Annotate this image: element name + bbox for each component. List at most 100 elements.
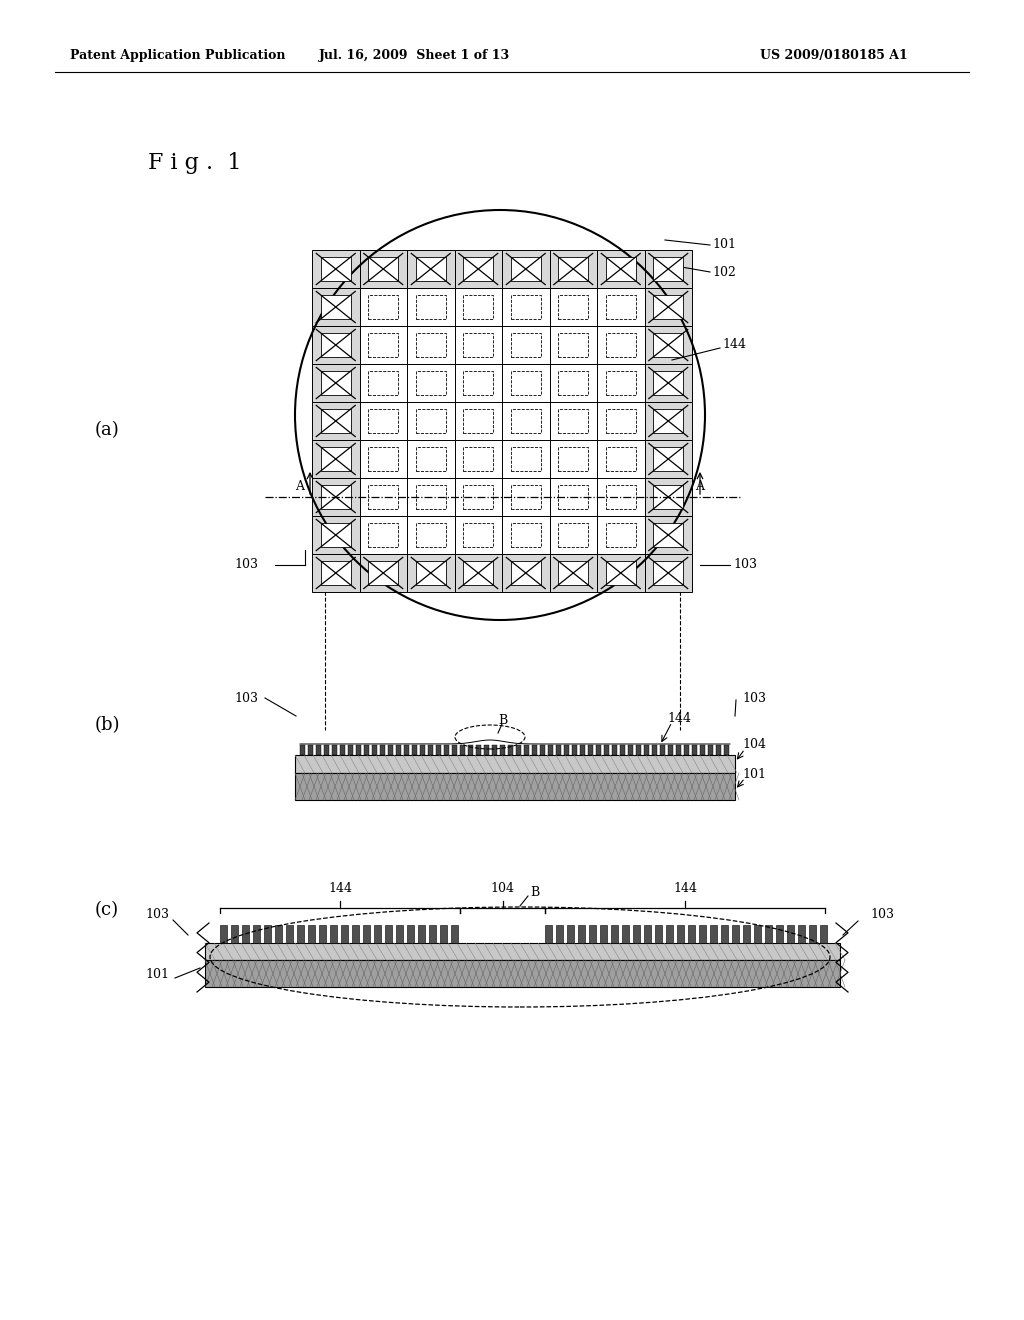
Bar bbox=[368, 257, 398, 281]
Bar bbox=[455, 249, 502, 288]
Bar bbox=[636, 744, 641, 755]
Bar bbox=[508, 744, 513, 755]
Bar bbox=[321, 447, 351, 471]
Bar bbox=[644, 516, 692, 554]
Bar bbox=[455, 403, 502, 440]
Bar bbox=[524, 744, 529, 755]
Bar bbox=[809, 925, 816, 942]
Bar bbox=[653, 333, 683, 358]
Bar bbox=[295, 774, 735, 800]
Bar bbox=[492, 744, 497, 755]
Bar bbox=[644, 440, 692, 478]
Bar bbox=[653, 523, 683, 548]
Bar bbox=[407, 326, 455, 364]
Bar bbox=[502, 478, 550, 516]
Bar bbox=[628, 744, 633, 755]
Text: 103: 103 bbox=[234, 692, 258, 705]
Bar bbox=[372, 744, 377, 755]
Bar bbox=[416, 523, 445, 548]
Bar bbox=[776, 925, 783, 942]
Bar bbox=[312, 478, 359, 516]
Bar bbox=[455, 326, 502, 364]
Bar bbox=[455, 478, 502, 516]
Bar bbox=[556, 925, 563, 942]
Bar bbox=[321, 484, 351, 510]
Bar bbox=[420, 744, 425, 755]
Bar bbox=[416, 333, 445, 358]
Bar bbox=[444, 744, 449, 755]
Bar bbox=[368, 447, 398, 471]
Bar bbox=[455, 288, 502, 326]
Bar bbox=[633, 925, 640, 942]
Bar bbox=[455, 554, 502, 591]
Text: 103: 103 bbox=[733, 558, 757, 572]
Bar bbox=[451, 925, 458, 942]
Bar bbox=[567, 925, 574, 942]
Bar bbox=[511, 523, 541, 548]
Text: (c): (c) bbox=[95, 902, 119, 919]
Bar bbox=[558, 561, 589, 585]
Bar bbox=[321, 409, 351, 433]
Bar bbox=[463, 294, 494, 319]
Bar bbox=[364, 744, 369, 755]
Bar bbox=[368, 523, 398, 548]
Bar bbox=[300, 744, 305, 755]
Bar bbox=[666, 925, 673, 942]
Bar bbox=[359, 554, 407, 591]
Bar bbox=[416, 257, 445, 281]
Bar bbox=[511, 333, 541, 358]
Bar bbox=[416, 371, 445, 395]
Bar bbox=[321, 257, 351, 281]
Bar bbox=[511, 294, 541, 319]
Bar bbox=[502, 249, 550, 288]
Bar bbox=[604, 744, 609, 755]
Bar bbox=[597, 364, 644, 403]
Bar bbox=[692, 744, 697, 755]
Bar bbox=[550, 403, 597, 440]
Bar bbox=[578, 925, 585, 942]
Bar bbox=[532, 744, 537, 755]
Bar bbox=[321, 371, 351, 395]
Bar bbox=[676, 744, 681, 755]
Bar bbox=[368, 561, 398, 585]
Bar bbox=[463, 257, 494, 281]
Bar bbox=[332, 744, 337, 755]
Bar bbox=[359, 288, 407, 326]
Bar bbox=[407, 364, 455, 403]
Bar bbox=[558, 409, 589, 433]
Bar bbox=[688, 925, 695, 942]
Bar bbox=[463, 523, 494, 548]
Bar bbox=[484, 744, 489, 755]
Bar bbox=[286, 925, 293, 942]
Bar bbox=[418, 925, 425, 942]
Bar bbox=[312, 403, 359, 440]
Bar bbox=[359, 326, 407, 364]
Text: B: B bbox=[530, 887, 540, 899]
Bar bbox=[502, 326, 550, 364]
Bar bbox=[396, 925, 403, 942]
Bar bbox=[253, 925, 260, 942]
Bar bbox=[341, 925, 348, 942]
Text: (b): (b) bbox=[95, 715, 121, 734]
Bar bbox=[684, 744, 689, 755]
Bar bbox=[564, 744, 569, 755]
Bar bbox=[264, 925, 271, 942]
Bar bbox=[312, 326, 359, 364]
Bar bbox=[412, 744, 417, 755]
Bar bbox=[589, 925, 596, 942]
Bar bbox=[580, 744, 585, 755]
Bar bbox=[220, 925, 227, 942]
Bar bbox=[622, 925, 629, 942]
Bar bbox=[463, 333, 494, 358]
Bar bbox=[359, 364, 407, 403]
Text: A: A bbox=[296, 480, 304, 494]
Bar bbox=[295, 755, 735, 774]
Bar bbox=[653, 409, 683, 433]
Bar bbox=[597, 440, 644, 478]
Bar bbox=[407, 440, 455, 478]
Bar bbox=[620, 744, 625, 755]
Bar bbox=[597, 478, 644, 516]
Bar bbox=[308, 925, 315, 942]
Text: 144: 144 bbox=[328, 882, 352, 895]
Bar bbox=[597, 249, 644, 288]
